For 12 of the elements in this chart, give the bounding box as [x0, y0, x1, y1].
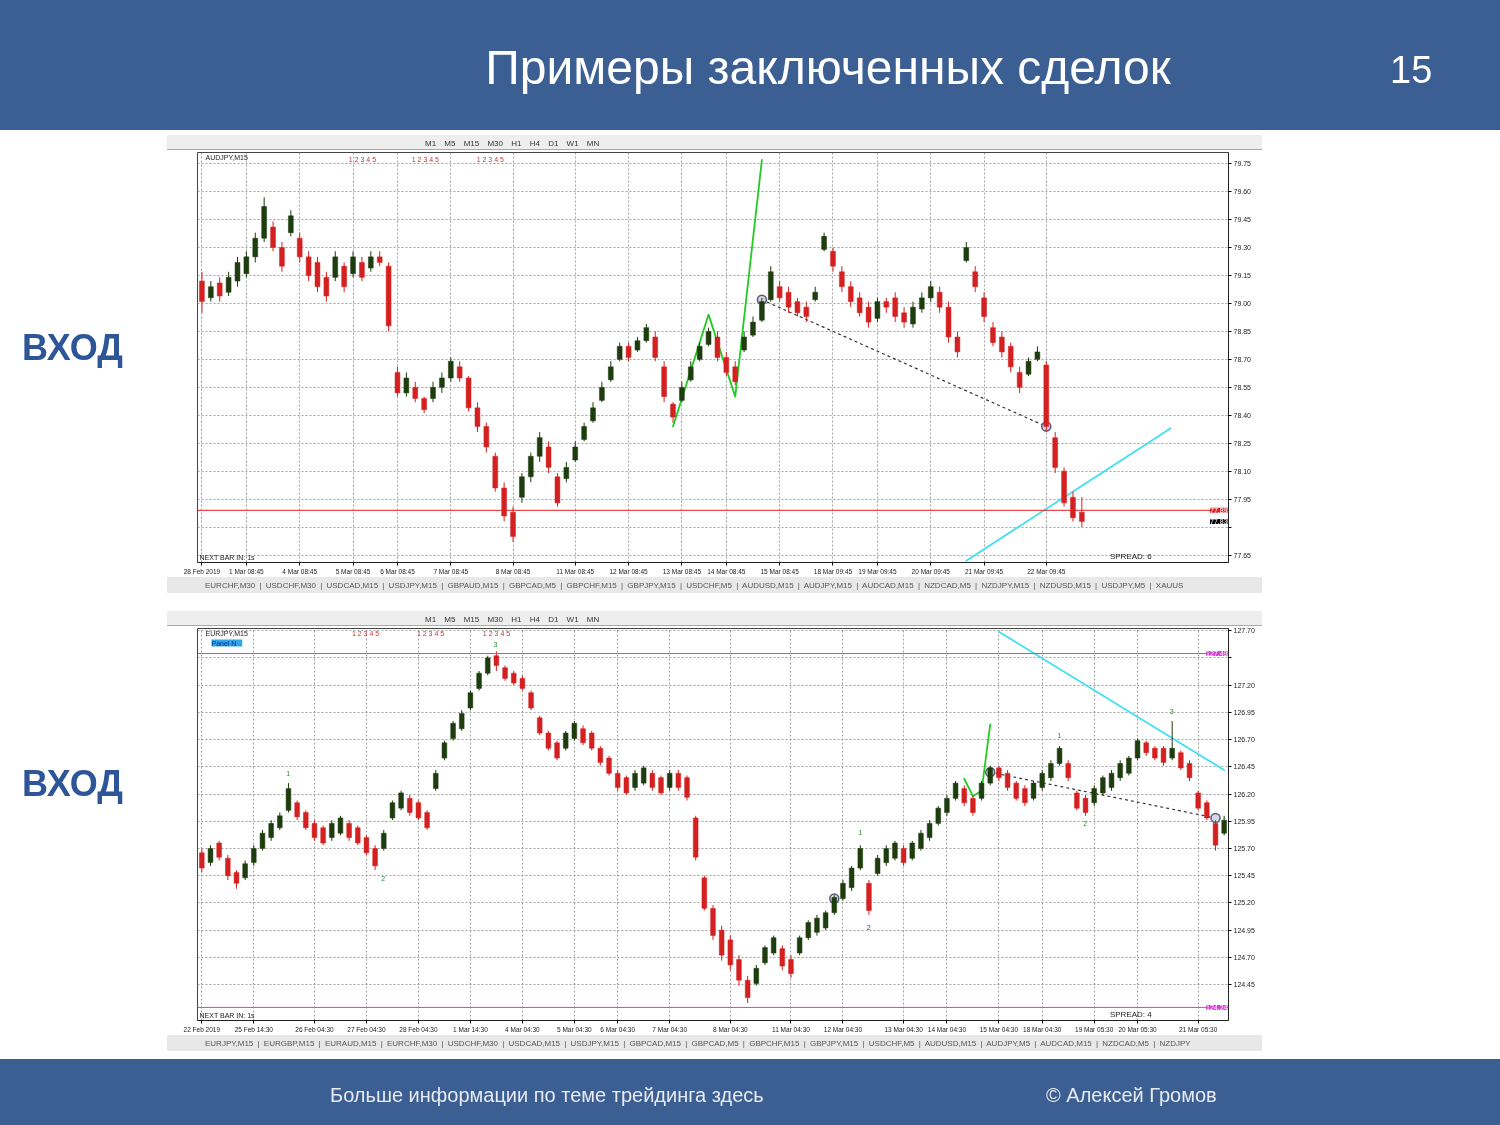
text: EURJPY,M15 | EURGBP,M15 | EURAUD,M15 | EURCHF,M30 | USDCHF,M30 | USDCAD,M15 | USDJPY,M15 | GBPCAD,M15 | GBPCAD,M5 | GBPCHF,M15 | GBPJPY,M15 | USDCHF,M5 | AUDUSD,M15 | AUDJPY,M5 | AUDCAD,M15 | NZDCAD,M5 | NZDJPY [205, 1038, 1191, 1050]
text: M1 M5 M15 M30 H1 H4 D1 W1 MN [425, 614, 600, 626]
text: M1 M5 M15 M30 H1 H4 D1 W1 MN [425, 138, 600, 150]
text: Больше информации по теме трейдинга здесь [330, 1083, 764, 1108]
annotation: SPREAD: 6 [1109, 551, 1153, 561]
chart-title: Примеры заключенных сделок [485, 41, 1171, 94]
text: 15 [1390, 48, 1433, 93]
y-axis-title: ВХОД [22, 762, 123, 806]
text: © Алексей Громов [1046, 1083, 1217, 1108]
annotation: SPREAD: 4 [1109, 1009, 1153, 1019]
text: EURCHF,M30 | USDCHF,M30 | USDCAD,M15 | USDJPY,M15 | GBPAUD,M15 | GBPCAD,M5 | GBPCHF,M15 | GBPJPY,M15 | USDCHF,M5 | AUDUSD,M15 | AUDJPY,M15 | AUDCAD,M15 | NZDCAD,M5 | NZDJPY,M15 | NZDUSD,M15 | USDJPY,M5 | XAUUS [205, 580, 1184, 592]
y-axis-title: ВХОД [22, 326, 123, 370]
